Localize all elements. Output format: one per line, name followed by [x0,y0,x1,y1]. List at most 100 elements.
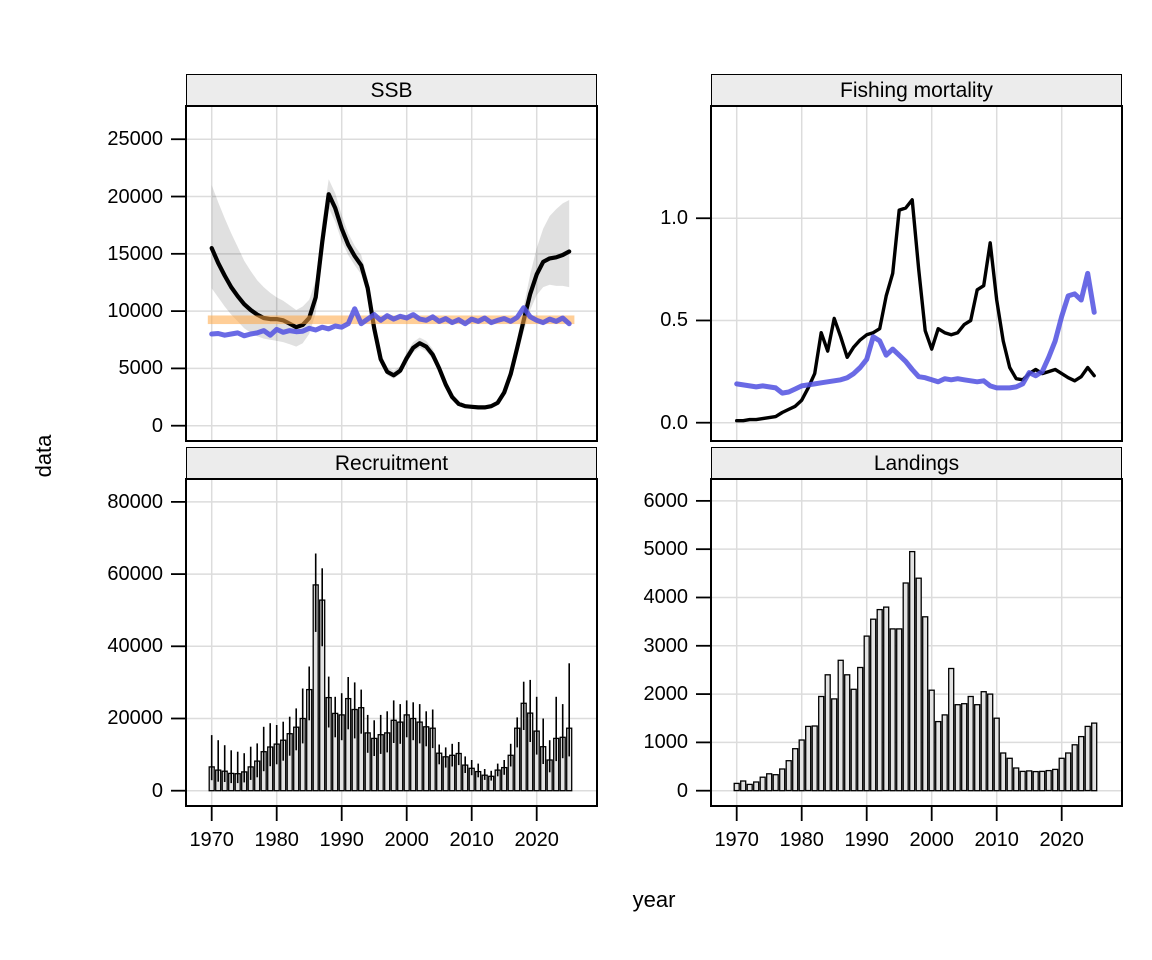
x-tick-label: 2010 [449,829,494,851]
panel-border [710,105,1123,442]
landings-bar [772,774,779,792]
landings-bar [733,782,740,792]
x-tick-label: 1980 [254,829,299,851]
strip-landings: Landings [711,447,1122,479]
landings-bar [902,582,909,792]
landings-bar [792,748,799,792]
landings-bar [1039,770,1046,792]
y-axis-label: data [31,434,56,478]
landings-bar [987,693,994,792]
landings-bar [883,606,890,792]
y-tick-label: 20000 [107,707,163,730]
landings-bar [909,550,916,792]
x-tick-label: 2000 [384,829,429,851]
landings-bar [1071,744,1078,792]
panel-border [185,105,598,442]
y-tick-label: 10000 [107,300,163,323]
y-tick-label: 4000 [643,586,689,609]
x-axis-label: year [632,887,676,912]
landings-bar [798,739,805,792]
landings-bar [753,781,760,792]
landings-bar [857,666,864,792]
x-tick-label: 1980 [779,829,824,851]
landings-bar [785,760,792,792]
panel-title-landings: Landings [873,451,960,475]
y-tick-label: 0.5 [660,309,688,332]
landings-bar [1000,752,1007,792]
landings-bar [1091,722,1098,792]
landings-bar [779,768,786,792]
y-tick-label: 1000 [643,731,689,754]
x-tick-label: 1990 [319,829,364,851]
landings-bar [935,720,942,792]
landings-bar [811,725,818,792]
landings-bar [831,698,838,792]
y-tick-label: 0 [151,414,163,437]
y-tick-label: 5000 [118,357,164,380]
panel-border [710,478,1123,807]
fishing-mortality-simulation-line [734,270,1097,396]
landings-bar [870,618,877,792]
landings-bar [1058,757,1065,792]
y-tick-label: 5000 [643,538,689,561]
landings-bar [915,577,922,792]
landings-bar [1052,768,1059,792]
landings-bar [818,695,825,792]
landings-bar [980,691,987,792]
landings-bar [844,674,851,792]
landings-bar [1065,752,1072,792]
x-tick-label: 2020 [1039,829,1084,851]
y-tick-label: 15000 [107,242,163,265]
landings-bar [967,695,974,792]
strip-recruitment: Recruitment [186,447,597,479]
landings-bar [740,780,747,792]
y-tick-label: 20000 [107,185,163,208]
strip-fishing-mortality: Fishing mortality [711,74,1122,106]
landings-bar [824,674,831,792]
y-tick-label: 80000 [107,490,163,513]
landings-bar [1084,725,1091,792]
y-tick-label: 1.0 [660,207,688,230]
strip-ssb: SSB [186,74,597,106]
landings-bar [1032,770,1039,792]
landings-bar [928,689,935,792]
y-tick-label: 0 [676,779,688,802]
landings-bar [1006,757,1013,792]
x-tick-label: 2020 [514,829,559,851]
landings-bar [766,773,773,792]
landings-bar [759,776,766,792]
landings-bar [941,714,948,792]
y-tick-label: 2000 [643,683,689,706]
landings-bar [961,703,968,792]
x-tick-label: 2010 [974,829,1019,851]
landings-bar [896,628,903,792]
landings-bar [850,688,857,792]
y-tick-label: 6000 [643,489,689,512]
landings-bar [889,628,896,792]
y-tick-label: 60000 [107,563,163,586]
ssb-simulation-line [209,305,572,339]
landings-bar [1078,735,1085,792]
landings-bar [954,704,961,792]
landings-bar [876,608,883,792]
panel-title-fishing-mortality: Fishing mortality [840,78,993,102]
landings-bar [974,704,981,792]
landings-bar [948,667,955,792]
x-tick-label: 2000 [909,829,954,851]
landings-bar [805,725,812,792]
fishing-mortality-estimate-line [735,198,1096,423]
y-tick-label: 25000 [107,128,163,151]
y-tick-label: 0.0 [660,411,688,434]
panel-title-recruitment: Recruitment [334,451,449,475]
panel-title-ssb: SSB [370,78,413,102]
x-tick-label: 1990 [844,829,889,851]
landings-bar [1045,769,1052,792]
y-tick-label: 40000 [107,635,163,658]
x-tick-label: 1970 [189,829,234,851]
y-tick-label: 0 [151,779,163,802]
landings-bar [993,717,1000,792]
panel-border [185,478,598,807]
x-tick-label: 1970 [714,829,759,851]
